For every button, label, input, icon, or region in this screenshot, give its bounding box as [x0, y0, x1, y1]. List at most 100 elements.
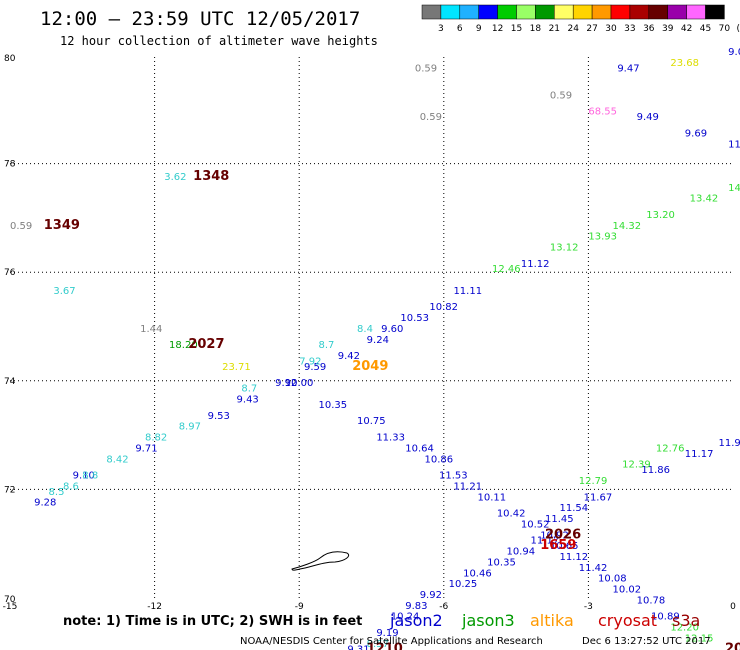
wave-height-label: 9.83 — [405, 601, 427, 612]
wave-height-label: 8.97 — [179, 422, 201, 433]
colorbar-swatch — [459, 4, 479, 20]
x-tick-label: 0 — [730, 602, 736, 612]
chart-subtitle: 12 hour collection of altimeter wave hei… — [60, 34, 378, 48]
wave-height-label: 12.76 — [656, 443, 685, 454]
wave-height-label: 10.25 — [449, 579, 478, 590]
wave-height-label: 9.92 — [275, 378, 297, 389]
colorbar-swatch — [629, 4, 650, 20]
wave-height-label: 9.59 — [304, 362, 326, 373]
wave-height-label: 10.35 — [487, 557, 516, 568]
wave-height-label: 10.08 — [598, 574, 627, 585]
colorbar-swatch — [610, 4, 631, 20]
wave-height-label: 3.62 — [164, 172, 186, 183]
data-layer: 0.59 0.59 0.59 68.55 23.68 9.47 9.49 9.69 9.0 11.… — [10, 47, 740, 650]
colorbar-swatch — [497, 4, 517, 20]
wave-height-label: 14.32 — [613, 221, 642, 232]
wave-height-label: 8.7 — [318, 340, 334, 351]
x-tick-label: -9 — [295, 602, 304, 612]
wave-height-label: 11.12 — [559, 552, 588, 563]
colorbar-label: 3 — [438, 24, 444, 34]
legend-altika: altika — [530, 611, 574, 630]
wave-height-label: 12.46 — [492, 264, 521, 275]
wave-height-label: 12.15 — [685, 633, 714, 644]
wave-height-label: 8.42 — [106, 454, 128, 465]
wave-height-label: 11.86 — [641, 465, 670, 476]
y-tick-label: 72 — [4, 485, 15, 495]
wave-height-label: 9.69 — [685, 128, 707, 139]
wave-height-label: 9.10 — [73, 471, 95, 482]
wave-height-label: 10.89 — [651, 612, 680, 623]
wave-height-label: 12.20 — [670, 623, 699, 634]
colorbar-swatch — [705, 4, 725, 20]
legend-jason3: jason3 — [461, 611, 515, 630]
pass-time-label: 1349 — [44, 218, 80, 233]
colorbar-swatch — [591, 4, 612, 20]
wave-height-label: 10.64 — [405, 443, 434, 454]
colorbar-label: 12 — [492, 24, 503, 34]
wave-height-label: 11.21 — [453, 481, 482, 492]
wave-height-label: 9.71 — [135, 443, 157, 454]
wave-height-label: 10.75 — [357, 416, 386, 427]
colorbar-swatch — [440, 4, 461, 20]
y-tick-label: 76 — [4, 268, 16, 278]
pass-time-label: 2027 — [188, 337, 224, 352]
colorbar-label: 70 — [719, 24, 731, 34]
wave-height-label: 8.7 — [241, 384, 257, 395]
colorbar-swatch — [648, 4, 668, 20]
colorbar-label: 39 — [662, 24, 674, 34]
timestamp: Dec 6 13:27:52 UTC 2017 — [582, 636, 711, 647]
wave-height-label: 18.20 — [169, 340, 198, 351]
footer-note: note: 1) Time is in UTC; 2) SWH is in fe… — [63, 614, 362, 629]
satellite-legend: jason2 jason3 altika cryosat s3a — [389, 611, 700, 630]
wave-height-label: 11.11 — [453, 286, 482, 297]
wave-height-label: 1.44 — [140, 324, 162, 335]
wave-height-label: 8.8 — [82, 471, 98, 482]
colorbar-label: 30 — [605, 24, 617, 34]
wave-height-label: 11.12 — [521, 259, 550, 270]
credit: NOAA/NESDIS Center for Satellite Applica… — [240, 636, 543, 647]
wave-height-label: 10.11 — [478, 492, 507, 503]
wave-height-label: 10.78 — [637, 595, 666, 606]
wave-height-label: 8.57 — [367, 639, 389, 650]
x-tick-label: -6 — [439, 602, 448, 612]
wave-height-label: 11.53 — [439, 471, 468, 482]
wave-height-label: 10.86 — [425, 454, 454, 465]
wave-height-label: 23.68 — [670, 58, 699, 69]
colorbar-swatch — [554, 4, 574, 20]
wave-height-label: 10.42 — [497, 509, 526, 520]
pass-time-label: 1659 — [540, 538, 576, 553]
wave-height-label: 14 — [728, 183, 740, 194]
pass-time-label: 2026 — [545, 527, 581, 542]
wave-height-label: 3.67 — [53, 286, 75, 297]
y-tick-label: 80 — [4, 54, 16, 64]
wave-height-label: 11.67 — [584, 492, 613, 503]
colorbar-swatch — [421, 4, 442, 20]
island-outline — [291, 551, 350, 571]
colorbar-label: 27 — [586, 24, 597, 34]
wave-height-label: 9.49 — [637, 112, 659, 123]
wave-height-label: 10.02 — [613, 585, 642, 596]
wave-height-label: 10.53 — [400, 313, 429, 324]
wave-height-label: 10.52 — [521, 519, 550, 530]
colorbar-swatch — [478, 4, 498, 20]
y-tick-label: 70 — [4, 595, 16, 605]
wave-height-label: 9.31 — [347, 644, 369, 650]
legend-jason2: jason2 — [389, 611, 443, 630]
wave-height-label: 9.60 — [381, 324, 403, 335]
colorbar-swatch — [516, 4, 536, 20]
wave-height-label: 13.12 — [550, 242, 579, 253]
wave-height-label: 11.33 — [376, 433, 405, 444]
plot-grid — [10, 55, 733, 598]
legend-s3a: s3a — [672, 611, 700, 630]
colorbar-swatch — [535, 4, 555, 20]
y-tick-label: 78 — [4, 160, 16, 170]
colorbar-swatch — [667, 4, 687, 20]
wave-height-label: 0.59 — [10, 221, 32, 232]
colorbar-label: 21 — [549, 24, 560, 34]
wave-height-label: 68.55 — [588, 107, 617, 118]
wave-height-label: 11.17 — [685, 449, 714, 460]
wave-height-label: 10.82 — [429, 302, 458, 313]
colorbar-label: (ft) — [737, 24, 740, 34]
colorbar-label: 42 — [681, 24, 692, 34]
